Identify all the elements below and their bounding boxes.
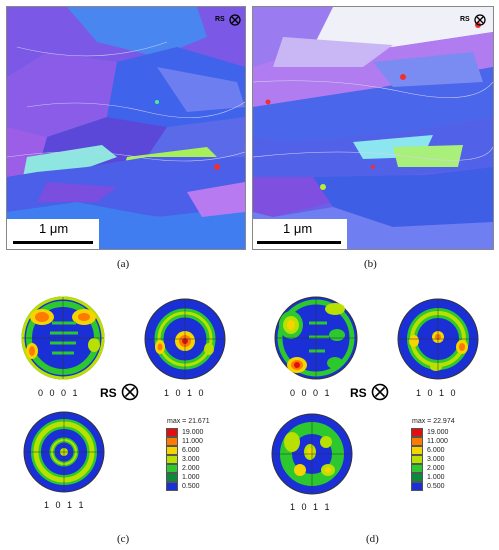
- legend-swatch: [166, 473, 178, 482]
- scale-bar-line-a: [13, 241, 93, 244]
- legend-value: 0.500: [182, 483, 200, 490]
- legend-swatch: [166, 446, 178, 455]
- legend-value: 3.000: [427, 456, 445, 463]
- legend-value: 19.000: [182, 429, 204, 436]
- legend-value: 19.000: [427, 429, 449, 436]
- legend-d: 19.000 11.000 6.000 3.000 2.000 1.000 0.500: [411, 428, 461, 498]
- pole-figure-label-c-0001: 0 0 0 1: [38, 388, 80, 398]
- pole-figure-c-0001: [21, 296, 105, 380]
- caption-c: (c): [117, 533, 130, 545]
- pole-figure-label-c-1011: 1 0 1 1: [44, 500, 86, 510]
- legend-swatch: [411, 473, 423, 482]
- legend-swatch: [411, 464, 423, 473]
- scale-bar-label-a: 1 μm: [39, 221, 69, 236]
- legend-swatch: [166, 428, 178, 437]
- pole-figure-c-1011: [23, 411, 105, 493]
- scale-bar-box-a: 1 μm: [7, 219, 99, 249]
- legend-value: 6.000: [427, 447, 445, 454]
- ebsd-orientation-map-b: [253, 7, 493, 249]
- legend-value: 11.000: [427, 438, 448, 445]
- legend-swatch: [166, 482, 178, 491]
- legend-swatch: [166, 455, 178, 464]
- legend-value: 0.500: [427, 483, 445, 490]
- legend-swatch: [411, 428, 423, 437]
- rs-out-of-plane-icon-c: [121, 383, 139, 401]
- legend-swatch: [411, 455, 423, 464]
- ebsd-map-a: 1 μm RS: [6, 6, 246, 250]
- legend-swatch: [166, 437, 178, 446]
- legend-value: 6.000: [182, 447, 200, 454]
- caption-a: (a): [117, 258, 130, 270]
- rs-out-of-plane-icon-b: [474, 14, 486, 26]
- pole-figure-d-1011: [271, 413, 353, 495]
- legend-value: 1.000: [427, 474, 445, 481]
- pole-figure-label-d-0001: 0 0 0 1: [290, 388, 332, 398]
- scale-bar-label-b: 1 μm: [283, 221, 313, 236]
- rs-out-of-plane-icon-a: [229, 14, 241, 26]
- rs-label-b: RS: [460, 16, 470, 23]
- legend-value: 3.000: [182, 456, 200, 463]
- pole-figure-d-0001: [274, 296, 358, 380]
- legend-swatch: [411, 446, 423, 455]
- legend-value: 1.000: [182, 474, 200, 481]
- pole-figure-label-d-1010: 1 0 1 0: [416, 388, 458, 398]
- rs-label-a: RS: [215, 16, 225, 23]
- pole-figure-label-d-1011: 1 0 1 1: [290, 502, 332, 512]
- caption-d: (d): [366, 533, 379, 545]
- pole-figure-c-1010: [144, 298, 226, 380]
- legend-value: 11.000: [182, 438, 203, 445]
- caption-b: (b): [364, 258, 377, 270]
- pole-figure-d-1010: [397, 298, 479, 380]
- scale-bar-box-b: 1 μm: [253, 219, 347, 249]
- legend-value: 2.000: [427, 465, 445, 472]
- rs-out-of-plane-icon-d: [371, 383, 389, 401]
- legend-swatch: [411, 437, 423, 446]
- scale-bar-line-b: [257, 241, 341, 244]
- rs-label-d: RS: [350, 386, 367, 400]
- legend-c: 19.000 11.000 6.000 3.000 2.000 1.000 0.500: [166, 428, 216, 498]
- ebsd-orientation-map-a: [7, 7, 245, 249]
- legend-max-d: max = 22.974: [412, 418, 455, 425]
- ebsd-map-b: 1 μm RS: [252, 6, 494, 250]
- pole-figure-label-c-1010: 1 0 1 0: [164, 388, 206, 398]
- rs-label-c: RS: [100, 386, 117, 400]
- legend-swatch: [166, 464, 178, 473]
- legend-value: 2.000: [182, 465, 200, 472]
- legend-max-c: max = 21.671: [167, 418, 210, 425]
- legend-swatch: [411, 482, 423, 491]
